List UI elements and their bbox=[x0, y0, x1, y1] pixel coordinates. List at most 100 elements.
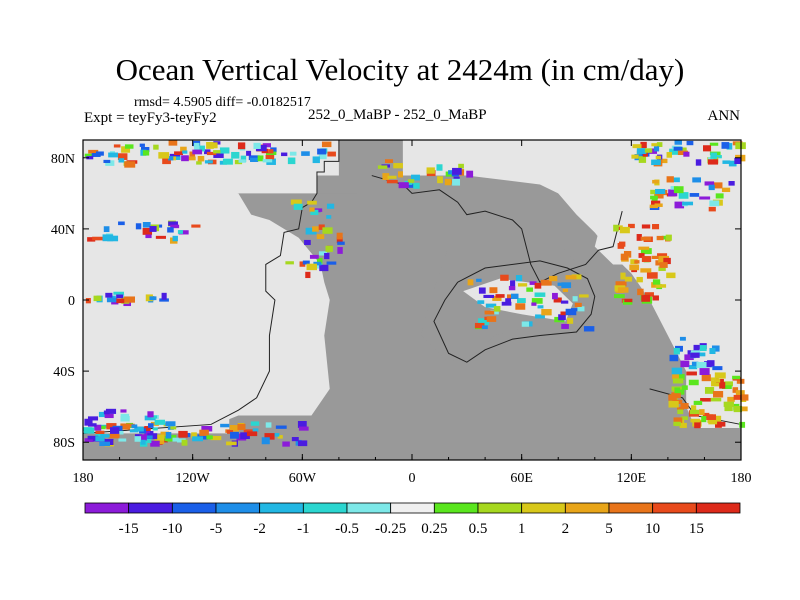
north-atlantic-cell-19 bbox=[407, 179, 415, 183]
colorbar-label-2: -5 bbox=[210, 521, 223, 537]
inland-basin-cell-35 bbox=[537, 305, 544, 309]
atlantic-coast-cell-12 bbox=[326, 203, 335, 209]
east-north-cell-31 bbox=[654, 203, 663, 207]
east-arctic-cell-16 bbox=[726, 143, 733, 150]
inland-basin-cell-60 bbox=[567, 317, 574, 324]
north-pacific-cell-22 bbox=[191, 224, 201, 228]
southern-west-cell-30 bbox=[105, 408, 117, 414]
southeast-neg-cell-12 bbox=[688, 365, 698, 370]
east-arctic-cell-44 bbox=[707, 159, 719, 165]
southeast-neg-cell-8 bbox=[704, 361, 712, 368]
north-atlantic-cell-14 bbox=[411, 174, 420, 181]
east-coast-cell-1 bbox=[658, 266, 666, 271]
x-tick-label-0: 180 bbox=[73, 471, 94, 486]
southern-west-cell-3 bbox=[84, 438, 94, 443]
east-north-cell-33 bbox=[721, 187, 731, 193]
colorbar-label-8: 0.5 bbox=[469, 521, 488, 537]
east-coast-cell-3 bbox=[644, 292, 654, 297]
inland-basin-cell-36 bbox=[583, 326, 595, 332]
arctic-band-cell-38 bbox=[206, 151, 217, 156]
east-arctic-cell-12 bbox=[674, 140, 682, 145]
southern-band-cell-46 bbox=[273, 433, 280, 437]
inland-basin-cell-33 bbox=[579, 294, 589, 298]
colorbar-label-5: -0.5 bbox=[335, 521, 359, 537]
arctic-band-cell-13 bbox=[289, 151, 297, 156]
southern-west-cell-35 bbox=[120, 409, 127, 413]
southeast-neg-cell-3 bbox=[679, 336, 686, 341]
inland-basin-cell-14 bbox=[500, 274, 509, 281]
north-pacific-cell-20 bbox=[145, 234, 152, 239]
arctic-band-cell-78 bbox=[197, 155, 205, 162]
southeast-pacific-cell-14 bbox=[732, 387, 739, 393]
arctic-band-cell-18 bbox=[84, 153, 93, 158]
east-north-cell-30 bbox=[666, 176, 674, 183]
east-coast-cell-56 bbox=[641, 256, 652, 263]
southeast-pacific-cell-48 bbox=[733, 405, 743, 413]
arctic-band-cell-9 bbox=[301, 151, 310, 156]
southeast-pacific-cell-36 bbox=[702, 412, 710, 417]
arctic-band-cell-75 bbox=[118, 158, 125, 163]
arctic-band-cell-60 bbox=[194, 142, 200, 150]
colorbar-label-0: -15 bbox=[119, 521, 139, 537]
arctic-band-cell-52 bbox=[281, 152, 288, 157]
southeast-neg-cell-14 bbox=[680, 360, 690, 368]
colorbar-label-4: -1 bbox=[297, 521, 310, 537]
east-coast-cell-29 bbox=[624, 298, 633, 303]
north-pacific-cell-16 bbox=[87, 237, 96, 242]
inland-basin-cell-66 bbox=[505, 298, 512, 304]
inland-basin-cell-3 bbox=[560, 300, 569, 304]
arctic-band-cell-61 bbox=[168, 156, 174, 161]
southern-west-cell-39 bbox=[110, 427, 120, 434]
inland-basin-cell-59 bbox=[476, 278, 482, 282]
arctic-band-cell-84 bbox=[192, 149, 203, 155]
east-coast-cell-38 bbox=[617, 242, 625, 249]
inland-basin-cell-5 bbox=[529, 281, 537, 285]
arctic-band-cell-19 bbox=[327, 151, 336, 157]
east-north-cell-29 bbox=[655, 188, 666, 195]
atlantic-coast-cell-11 bbox=[336, 237, 343, 244]
colorbar-box-2 bbox=[171, 502, 217, 514]
atlantic-coast-cell-15 bbox=[290, 199, 302, 205]
southeast-pacific-cell-41 bbox=[714, 372, 726, 379]
equatorial-pacific-cell-13 bbox=[106, 297, 118, 303]
east-arctic-cell-2 bbox=[640, 141, 647, 149]
east-north-cell-0 bbox=[715, 193, 724, 199]
inland-basin-cell-1 bbox=[571, 274, 582, 280]
inland-basin-cell-42 bbox=[483, 294, 495, 298]
inland-basin-cell-23 bbox=[577, 306, 585, 312]
atlantic-coast-cell-28 bbox=[310, 209, 319, 216]
east-arctic-cell-32 bbox=[636, 148, 647, 154]
colorbar-box-1 bbox=[128, 502, 173, 514]
southeast-pacific-cell-54 bbox=[723, 401, 734, 407]
atlantic-coast-cell-7 bbox=[312, 226, 319, 232]
southern-band-cell-24 bbox=[144, 431, 151, 437]
southern-west-cell-32 bbox=[134, 436, 142, 442]
arctic-band-cell-31 bbox=[231, 151, 240, 159]
arctic-band-cell-32 bbox=[213, 152, 224, 158]
arctic-band-cell-80 bbox=[186, 156, 196, 161]
southern-band-cell-37 bbox=[129, 429, 139, 433]
southern-band-cell-47 bbox=[154, 434, 165, 441]
inland-basin-cell-15 bbox=[485, 303, 497, 308]
inland-basin-cell-26 bbox=[517, 298, 526, 304]
southeast-neg-cell-4 bbox=[669, 354, 679, 362]
east-north-cell-14 bbox=[708, 206, 716, 212]
east-coast-cell-55 bbox=[613, 224, 619, 232]
arctic-band-cell-39 bbox=[174, 151, 184, 155]
atlantic-coast-cell-30 bbox=[337, 241, 345, 245]
arctic-band-cell-69 bbox=[268, 149, 274, 154]
map-plot bbox=[82, 140, 749, 460]
southern-west-cell-19 bbox=[145, 438, 152, 443]
arctic-band-cell-21 bbox=[121, 146, 131, 153]
coastline-0 bbox=[82, 140, 340, 434]
atlantic-coast-cell-14 bbox=[302, 260, 310, 265]
east-coast-cell-39 bbox=[636, 276, 643, 283]
southern-band-cell-5 bbox=[97, 425, 106, 430]
east-arctic-cell-48 bbox=[655, 155, 662, 160]
southeast-neg-cell-24 bbox=[696, 361, 707, 368]
inland-basin-cell-53 bbox=[565, 308, 577, 316]
arctic-band-cell-24 bbox=[204, 160, 213, 164]
east-north-cell-24 bbox=[678, 192, 689, 199]
equatorial-pacific-cell-0 bbox=[159, 298, 169, 302]
southern-band-cell-42 bbox=[199, 429, 209, 436]
